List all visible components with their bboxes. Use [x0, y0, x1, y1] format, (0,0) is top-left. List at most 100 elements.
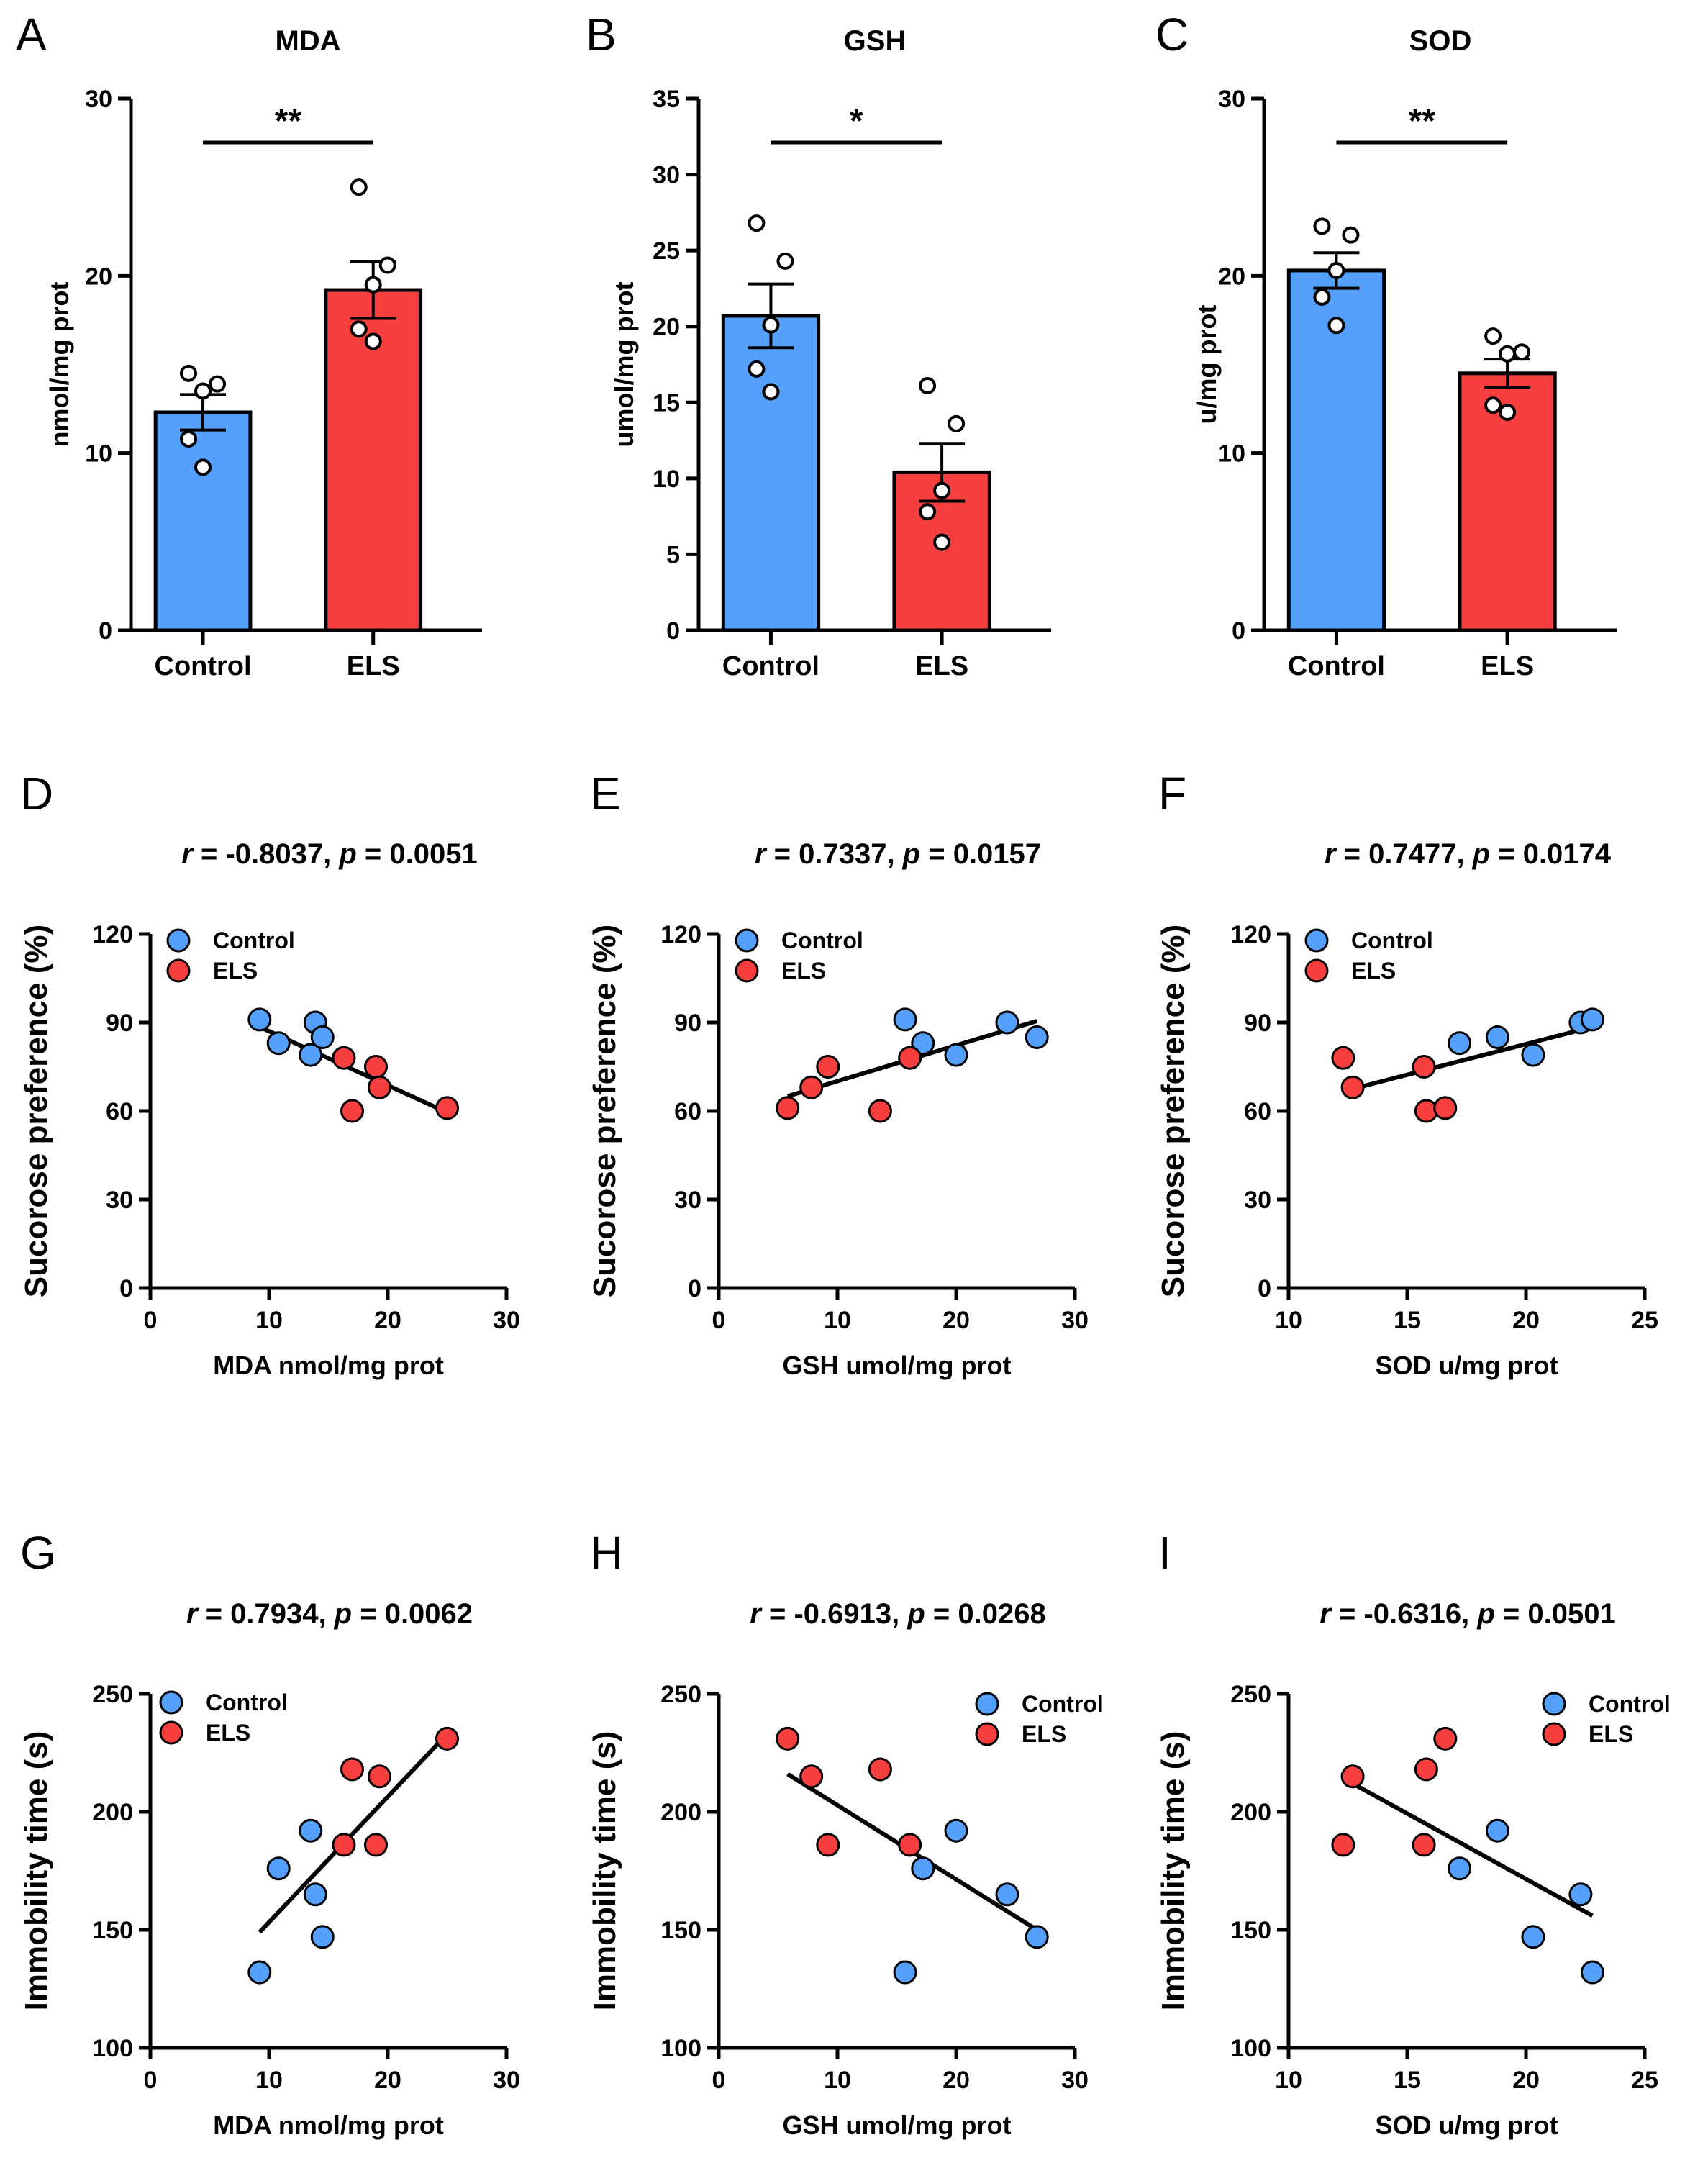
x-tick-label: 25: [1631, 2067, 1658, 2094]
x-tick-label: 20: [942, 1307, 970, 1334]
y-tick-label: 120: [660, 921, 701, 948]
y-tick-label: 60: [1244, 1098, 1271, 1125]
correlation-stat: r = 0.7337, p = 0.0157: [755, 838, 1041, 870]
x-tick-label: 0: [712, 2067, 726, 2094]
y-axis-label: u/mg prot: [1192, 305, 1222, 425]
data-point-control: [911, 1031, 935, 1056]
bar-control: [153, 410, 253, 632]
y-tick-label: 30: [85, 86, 112, 113]
x-axis-label: SOD u/mg prot: [1376, 1351, 1558, 1380]
data-point: [1327, 317, 1345, 335]
data-point-els: [1331, 1046, 1355, 1070]
y-tick-label: 5: [666, 541, 680, 568]
legend-label: ELS: [1351, 958, 1396, 984]
panel-letter: H: [590, 1527, 623, 1579]
data-point-els: [816, 1055, 840, 1079]
data-point-control: [1485, 1818, 1509, 1843]
x-tick-label: 20: [374, 2067, 401, 2094]
data-point-els: [1340, 1764, 1365, 1789]
x-tick-label: 10: [1275, 1307, 1302, 1334]
legend-marker-control: [975, 1692, 999, 1716]
significance-stars: **: [1409, 102, 1436, 140]
legend-label: ELS: [206, 1720, 250, 1746]
data-point: [948, 414, 966, 432]
scatter-panel-E: Er = 0.7337, p = 0.0157 0 30 60 90 120 0 10 20 30…: [587, 768, 1089, 1380]
data-point-els: [868, 1099, 892, 1123]
panel-letter: B: [586, 9, 617, 60]
x-axis-label: SOD u/mg prot: [1376, 2110, 1558, 2140]
y-tick-label: 250: [92, 1681, 133, 1708]
legend-label: Control: [1589, 1691, 1671, 1717]
y-axis-label: Immobility time (s): [19, 1731, 54, 2011]
y-tick-label: 20: [653, 314, 680, 341]
chart-title: SOD: [1409, 25, 1472, 57]
data-point-els: [435, 1096, 459, 1120]
y-tick-label: 10: [1218, 440, 1245, 468]
bar-panel-A: A MDA 0 10 20 30 nmol/mg prot Control ELS **: [16, 9, 482, 681]
data-point-control: [299, 1818, 323, 1843]
y-tick-label: 100: [660, 2035, 701, 2062]
x-axis-label: MDA nmol/mg prot: [213, 2110, 444, 2140]
bar-panel-C: C SOD 0 10 20 30 u/mg prot Control ELS **: [1155, 9, 1617, 681]
data-point: [933, 533, 951, 551]
x-tick-label: 10: [824, 1307, 851, 1334]
data-point-control: [1025, 1925, 1049, 1949]
data-point: [748, 360, 766, 378]
data-point: [776, 252, 794, 270]
x-tick-label: 0: [144, 1307, 158, 1334]
legend-marker-els: [1304, 958, 1329, 983]
panel-letter: C: [1155, 9, 1189, 60]
regression-line: [1352, 1025, 1594, 1092]
x-tick-label: 20: [374, 1307, 401, 1334]
data-point-els: [776, 1096, 800, 1120]
x-tick-label: 20: [1512, 1307, 1540, 1334]
y-tick-label: 15: [653, 389, 680, 417]
data-point-els: [364, 1833, 388, 1857]
legend-label: ELS: [781, 958, 826, 984]
y-axis-label: Sucorose preference (%): [1155, 925, 1191, 1297]
data-point-els: [340, 1099, 364, 1123]
y-tick-label: 30: [1218, 86, 1245, 113]
data-point-els: [1331, 1833, 1355, 1857]
bar-panel-B: B GSH 0 5 10 15 20 25 30 35 umol/mg prot Control ELS…: [586, 9, 1051, 681]
data-point-els: [1433, 1096, 1458, 1120]
legend-label: Control: [206, 1690, 288, 1715]
y-tick-label: 20: [85, 263, 112, 290]
category-label: Control: [155, 651, 252, 681]
y-tick-label: 0: [666, 617, 680, 645]
scatter-panel-I: Ir = -0.6316, p = 0.0501 100 150 200 250 10 15…: [1155, 1527, 1671, 2140]
scatter-panel-G: Gr = 0.7934, p = 0.0062 100 150 200 250 0 10 20…: [19, 1527, 520, 2140]
y-axis-label: Immobility time (s): [587, 1731, 622, 2011]
panel-letter: D: [20, 768, 53, 820]
significance-stars: **: [275, 102, 302, 140]
chart-title: MDA: [275, 25, 340, 57]
x-tick-label: 20: [942, 2067, 970, 2094]
data-point-control: [310, 1925, 335, 1949]
correlation-stat: r = -0.6316, p = 0.0501: [1319, 1598, 1615, 1630]
y-tick-label: 100: [92, 2035, 133, 2062]
category-label: ELS: [915, 651, 968, 681]
y-tick-label: 25: [653, 237, 680, 265]
correlation-stat: r = -0.6913, p = 0.0268: [750, 1598, 1045, 1630]
y-tick-label: 10: [85, 440, 112, 468]
y-tick-label: 60: [674, 1098, 701, 1125]
data-point-control: [893, 1007, 917, 1032]
x-tick-label: 30: [493, 1307, 520, 1334]
y-tick-label: 20: [1218, 263, 1245, 290]
regression-line: [258, 1025, 448, 1115]
data-point: [933, 481, 951, 499]
x-tick-label: 25: [1631, 1307, 1658, 1334]
data-point-control: [1485, 1025, 1509, 1049]
y-axis-label: nmol/mg prot: [45, 282, 74, 448]
data-point-els: [1412, 1055, 1436, 1079]
data-point-els: [1433, 1726, 1458, 1751]
data-point-control: [1580, 1960, 1604, 1985]
y-tick-label: 250: [1230, 1681, 1271, 1708]
legend-marker-els: [166, 958, 191, 983]
data-point: [194, 382, 212, 400]
data-point-control: [944, 1043, 968, 1067]
legend-marker-els: [735, 958, 759, 983]
data-point-control: [995, 1882, 1019, 1907]
data-point-els: [898, 1833, 922, 1857]
regression-line: [258, 1732, 449, 1934]
